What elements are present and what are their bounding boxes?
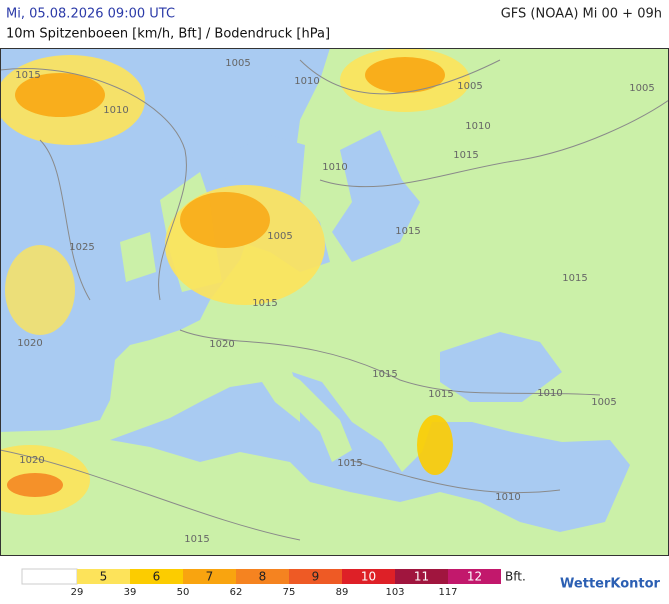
legend-kmh: 29 bbox=[71, 587, 84, 598]
isobar-label: 1010 bbox=[103, 105, 128, 116]
isobar-label: 1015 bbox=[15, 70, 40, 81]
legend-bft: 6 bbox=[153, 570, 161, 584]
legend-blank bbox=[21, 568, 78, 585]
isobar-label: 1015 bbox=[562, 273, 587, 284]
legend-swatch bbox=[395, 569, 448, 584]
legend-kmh: 75 bbox=[283, 587, 296, 598]
legend-unit: Bft. bbox=[505, 570, 526, 584]
isobar-label: 1020 bbox=[19, 455, 44, 466]
isobar-label: 1015 bbox=[428, 389, 453, 400]
isobar-label: 1015 bbox=[395, 226, 420, 237]
legend-kmh: 62 bbox=[230, 587, 243, 598]
datetime: Mi, 05.08.2026 09:00 UTC bbox=[6, 7, 175, 22]
map bbox=[0, 48, 669, 556]
legend-kmh: 117 bbox=[438, 587, 457, 598]
isobar-label: 1015 bbox=[252, 298, 277, 309]
legend-bft: 10 bbox=[361, 570, 376, 584]
isobar-label: 1005 bbox=[591, 397, 616, 408]
legend-kmh: 39 bbox=[124, 587, 137, 598]
legend-swatch bbox=[77, 569, 130, 584]
isobar-label: 1010 bbox=[495, 492, 520, 503]
legend-swatch bbox=[289, 569, 342, 584]
legend-swatch bbox=[448, 569, 501, 584]
logo: WetterKontor bbox=[560, 577, 661, 592]
isobar-label: 1015 bbox=[337, 458, 362, 469]
subtitle: 10m Spitzenboeen [km/h, Bft] / Bodendruc… bbox=[6, 27, 330, 42]
legend-swatch bbox=[236, 569, 289, 584]
isobar-label: 1025 bbox=[69, 242, 94, 253]
isobar-label: 1020 bbox=[17, 338, 42, 349]
legend-bft: 5 bbox=[100, 570, 108, 584]
isobar-label: 1010 bbox=[294, 76, 319, 87]
legend-bft: 8 bbox=[259, 570, 267, 584]
legend-bft: 11 bbox=[414, 570, 429, 584]
isobar-label: 1005 bbox=[629, 83, 654, 94]
legend-kmh: 103 bbox=[385, 587, 404, 598]
legend-kmh: 50 bbox=[177, 587, 190, 598]
model-run: GFS (NOAA) Mi 00 + 09h bbox=[501, 7, 662, 22]
isobar-label: 1015 bbox=[184, 534, 209, 545]
isobar-label: 1010 bbox=[322, 162, 347, 173]
legend-swatch bbox=[183, 569, 236, 584]
isobar-labels: 1015 1010 1005 1010 1005 1005 1010 1015 1025 1005… bbox=[15, 58, 654, 545]
legend-kmh: 89 bbox=[336, 587, 349, 598]
legend: 5 6 7 8 9 10 11 12 Bft.29 39 50 62 75 89 103 117 bbox=[21, 568, 526, 598]
isobar-label: 1005 bbox=[225, 58, 250, 69]
legend-bft: 9 bbox=[312, 570, 320, 584]
legend-swatch bbox=[130, 569, 183, 584]
isobar-label: 1015 bbox=[372, 369, 397, 380]
isobar-label: 1005 bbox=[267, 231, 292, 242]
isobar-label: 1020 bbox=[209, 339, 234, 350]
isobar-label: 1010 bbox=[537, 388, 562, 399]
legend-bft: 7 bbox=[206, 570, 214, 584]
legend-bft: 12 bbox=[467, 570, 482, 584]
isobar-label: 1015 bbox=[453, 150, 478, 161]
legend-swatch bbox=[342, 569, 395, 584]
isobar-label: 1005 bbox=[457, 81, 482, 92]
isobar-label: 1010 bbox=[465, 121, 490, 132]
